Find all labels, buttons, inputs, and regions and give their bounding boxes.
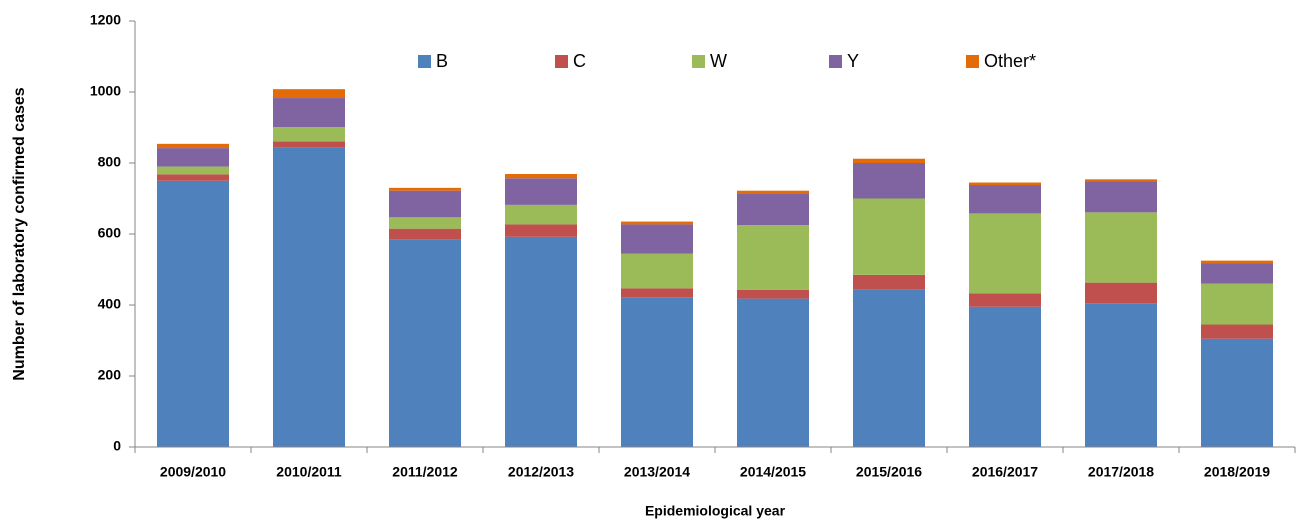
bar-segment — [157, 180, 229, 447]
bar-segment — [621, 288, 693, 298]
bar-segment — [1085, 303, 1157, 447]
bar-segment — [969, 213, 1041, 294]
bar-segment — [389, 239, 461, 447]
legend-label: Other* — [984, 51, 1036, 71]
bar-segment — [273, 127, 345, 142]
bar-segment — [1201, 283, 1273, 325]
bar-segment — [1201, 263, 1273, 284]
bar-segment — [737, 193, 809, 226]
bar-segment — [505, 224, 577, 237]
bar-segment — [737, 289, 809, 299]
bar-segment — [621, 253, 693, 289]
bar-segment — [505, 174, 577, 179]
legend-swatch — [418, 55, 431, 68]
x-tick-label: 2009/2010 — [160, 464, 226, 480]
x-tick-label: 2013/2014 — [624, 464, 690, 480]
bar-segment — [1085, 212, 1157, 283]
legend-swatch — [829, 55, 842, 68]
bar-segment — [505, 178, 577, 205]
bar-segment — [1201, 338, 1273, 447]
bar-segment — [157, 166, 229, 175]
y-tick-label: 600 — [98, 225, 122, 241]
bar-segment — [157, 148, 229, 167]
bar-segment — [969, 182, 1041, 186]
bar-segment — [389, 187, 461, 191]
bar-segment — [273, 147, 345, 448]
bar-segment — [505, 236, 577, 447]
bar-segment — [969, 293, 1041, 307]
legend-label: Y — [847, 51, 859, 71]
y-tick-label: 1000 — [90, 83, 121, 99]
x-axis-title: Epidemiological year — [645, 503, 786, 519]
x-tick-label: 2017/2018 — [1088, 464, 1154, 480]
x-tick-label: 2018/2019 — [1204, 464, 1270, 480]
legend-label: W — [710, 51, 727, 71]
bar-segment — [621, 224, 693, 254]
bar-segment — [853, 158, 925, 163]
y-tick-label: 0 — [113, 438, 121, 454]
bar-segment — [621, 297, 693, 447]
legend-label: C — [573, 51, 586, 71]
bar-segment — [157, 174, 229, 181]
bar-segment — [969, 306, 1041, 447]
legend-label: B — [436, 51, 448, 71]
bar-segment — [853, 163, 925, 199]
bar-segment — [157, 143, 229, 149]
bar-segment — [389, 190, 461, 218]
legend-swatch — [692, 55, 705, 68]
bar-segment — [737, 190, 809, 194]
bar-segment — [737, 225, 809, 290]
bar-segment — [1201, 260, 1273, 264]
y-axis-title: Number of laboratory confirmed cases — [11, 87, 28, 381]
bar-segment — [853, 198, 925, 275]
bar-segment — [621, 221, 693, 225]
bar-segment — [853, 289, 925, 447]
bar-segment — [389, 217, 461, 229]
legend-swatch — [966, 55, 979, 68]
bar-segment — [505, 204, 577, 225]
x-tick-label: 2016/2017 — [972, 464, 1038, 480]
bar-segment — [969, 185, 1041, 214]
y-tick-label: 400 — [98, 296, 122, 312]
y-tick-label: 200 — [98, 367, 122, 383]
y-tick-label: 1200 — [90, 12, 121, 28]
x-tick-label: 2014/2015 — [740, 464, 806, 480]
y-tick-label: 800 — [98, 154, 122, 170]
bar-segment — [1085, 179, 1157, 182]
bar-segment — [1085, 282, 1157, 304]
bar-segment — [1201, 324, 1273, 339]
x-tick-label: 2011/2012 — [392, 464, 458, 480]
x-tick-label: 2012/2013 — [508, 464, 574, 480]
bar-segment — [273, 98, 345, 128]
bar-segment — [273, 89, 345, 99]
bar-segment — [1085, 181, 1157, 213]
legend-swatch — [555, 55, 568, 68]
bar-segment — [853, 274, 925, 290]
x-tick-label: 2010/2011 — [276, 464, 342, 480]
bar-segment — [273, 141, 345, 148]
bar-segment — [389, 228, 461, 240]
x-tick-label: 2015/2016 — [856, 464, 922, 480]
bar-segment — [737, 298, 809, 447]
